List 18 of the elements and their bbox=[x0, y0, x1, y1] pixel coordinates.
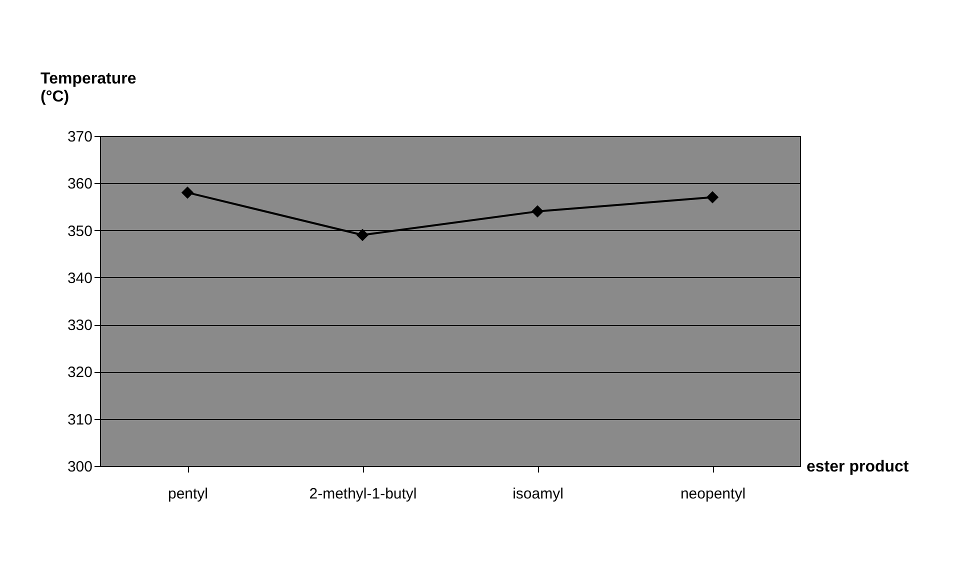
y-tick-label: 350 bbox=[67, 222, 92, 240]
y-tick-label: 340 bbox=[67, 270, 92, 287]
point bbox=[706, 191, 719, 204]
x-axis-title: ester product bbox=[806, 458, 910, 476]
x-tick-label: isoamyl bbox=[512, 486, 564, 502]
x-tick-label: 2-methyl-1-butyl bbox=[309, 486, 417, 502]
point bbox=[356, 228, 369, 242]
point bbox=[531, 205, 544, 218]
y-tick-label: 310 bbox=[67, 411, 92, 428]
y-tick-label: 320 bbox=[67, 364, 92, 382]
y-tick-label: 370 bbox=[67, 128, 92, 146]
x-tick-label: pentyl bbox=[168, 486, 208, 502]
y-tick-label: 300 bbox=[67, 458, 92, 476]
y-tick-label: 360 bbox=[67, 176, 92, 193]
point bbox=[181, 186, 194, 199]
y-axis-title: Temperature (°C) bbox=[40, 70, 136, 106]
x-tick-label: neopentyl bbox=[680, 486, 746, 502]
y-tick-label: 330 bbox=[67, 317, 92, 334]
